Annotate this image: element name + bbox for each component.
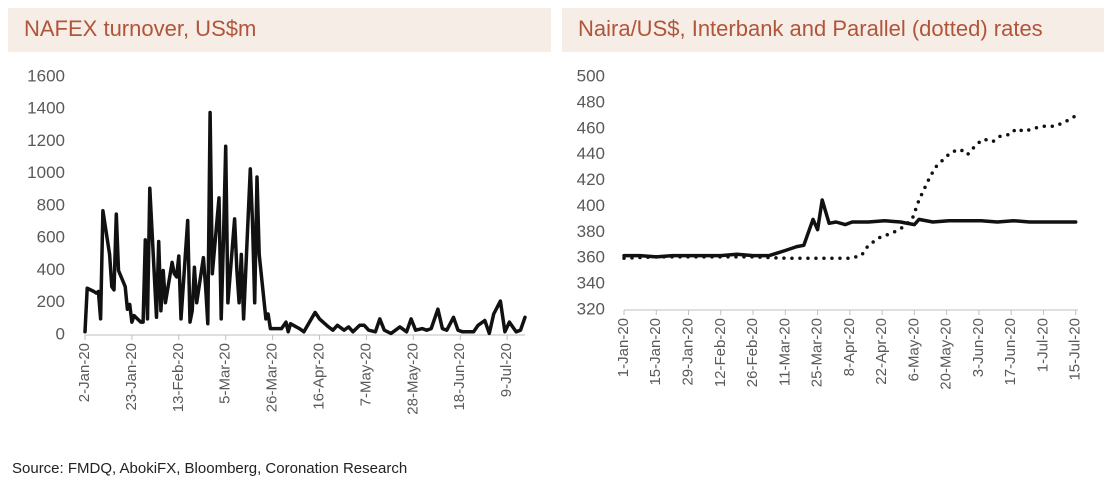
y-tick-label: 1400 (27, 99, 65, 118)
series-line (622, 198, 1078, 259)
y-tick-label: 600 (37, 228, 65, 247)
title-band (562, 8, 1104, 52)
y-tick-label: 440 (577, 144, 605, 163)
x-tick-label: 1-Jan-20 (615, 318, 632, 377)
x-tick-label: 7-May-20 (357, 343, 374, 406)
x-tick-label: 11-Mar-20 (776, 318, 793, 386)
y-tick-label: 400 (37, 260, 65, 279)
y-tick-label: 800 (37, 195, 65, 214)
y-tick-label: 500 (577, 66, 605, 85)
x-tick-label: 2-Jan-20 (76, 343, 93, 402)
x-tick-label: 23-Jan-20 (123, 343, 140, 411)
y-tick-label: 320 (577, 299, 605, 318)
x-tick-label: 5-Mar-20 (217, 343, 234, 404)
x-tick-label: 1-Jul-20 (1034, 318, 1051, 372)
title-band (8, 8, 551, 52)
source-note: Source: FMDQ, AbokiFX, Bloomberg, Corona… (12, 460, 407, 477)
x-tick-label: 13-Feb-20 (170, 343, 187, 412)
x-tick-label: 12-Feb-20 (712, 318, 729, 387)
x-tick-label: 22-Apr-20 (873, 318, 890, 385)
y-tick-label: 360 (577, 248, 605, 267)
y-tick-label: 420 (577, 170, 605, 189)
y-tick-label: 1000 (27, 163, 65, 182)
x-tick-label: 28-May-20 (404, 343, 421, 415)
y-tick-label: 400 (577, 196, 605, 215)
chart-title: Naira/US$, Interbank and Parallel (dotte… (578, 16, 1043, 41)
x-tick-label: 26-Feb-20 (744, 318, 761, 387)
x-tick-label: 8-Apr-20 (841, 318, 858, 376)
series-line (83, 110, 527, 336)
y-tick-label: 460 (577, 118, 605, 137)
y-tick-label: 1200 (27, 131, 65, 150)
x-tick-label: 26-Mar-20 (264, 343, 281, 412)
y-tick-label: 1600 (27, 66, 65, 85)
x-tick-label: 6-May-20 (905, 318, 922, 381)
y-tick-label: 340 (577, 274, 605, 293)
chart-title: NAFEX turnover, US$m (24, 16, 256, 41)
series-line (622, 114, 1078, 260)
y-tick-label: 200 (37, 292, 65, 311)
x-tick-label: 20-May-20 (938, 318, 955, 390)
y-tick-label: 0 (56, 324, 65, 343)
x-tick-label: 3-Jun-20 (970, 318, 987, 377)
x-tick-label: 16-Apr-20 (310, 343, 327, 410)
x-tick-label: 25-Mar-20 (809, 318, 826, 387)
x-tick-label: 9-Jul-20 (498, 343, 515, 397)
x-tick-label: 15-Jul-20 (1067, 318, 1084, 381)
y-tick-label: 480 (577, 92, 605, 111)
y-tick-label: 380 (577, 222, 605, 241)
x-tick-label: 18-Jun-20 (451, 343, 468, 411)
x-tick-label: 17-Jun-20 (1002, 318, 1019, 386)
x-tick-label: 29-Jan-20 (679, 318, 696, 386)
x-tick-label: 15-Jan-20 (647, 318, 664, 386)
